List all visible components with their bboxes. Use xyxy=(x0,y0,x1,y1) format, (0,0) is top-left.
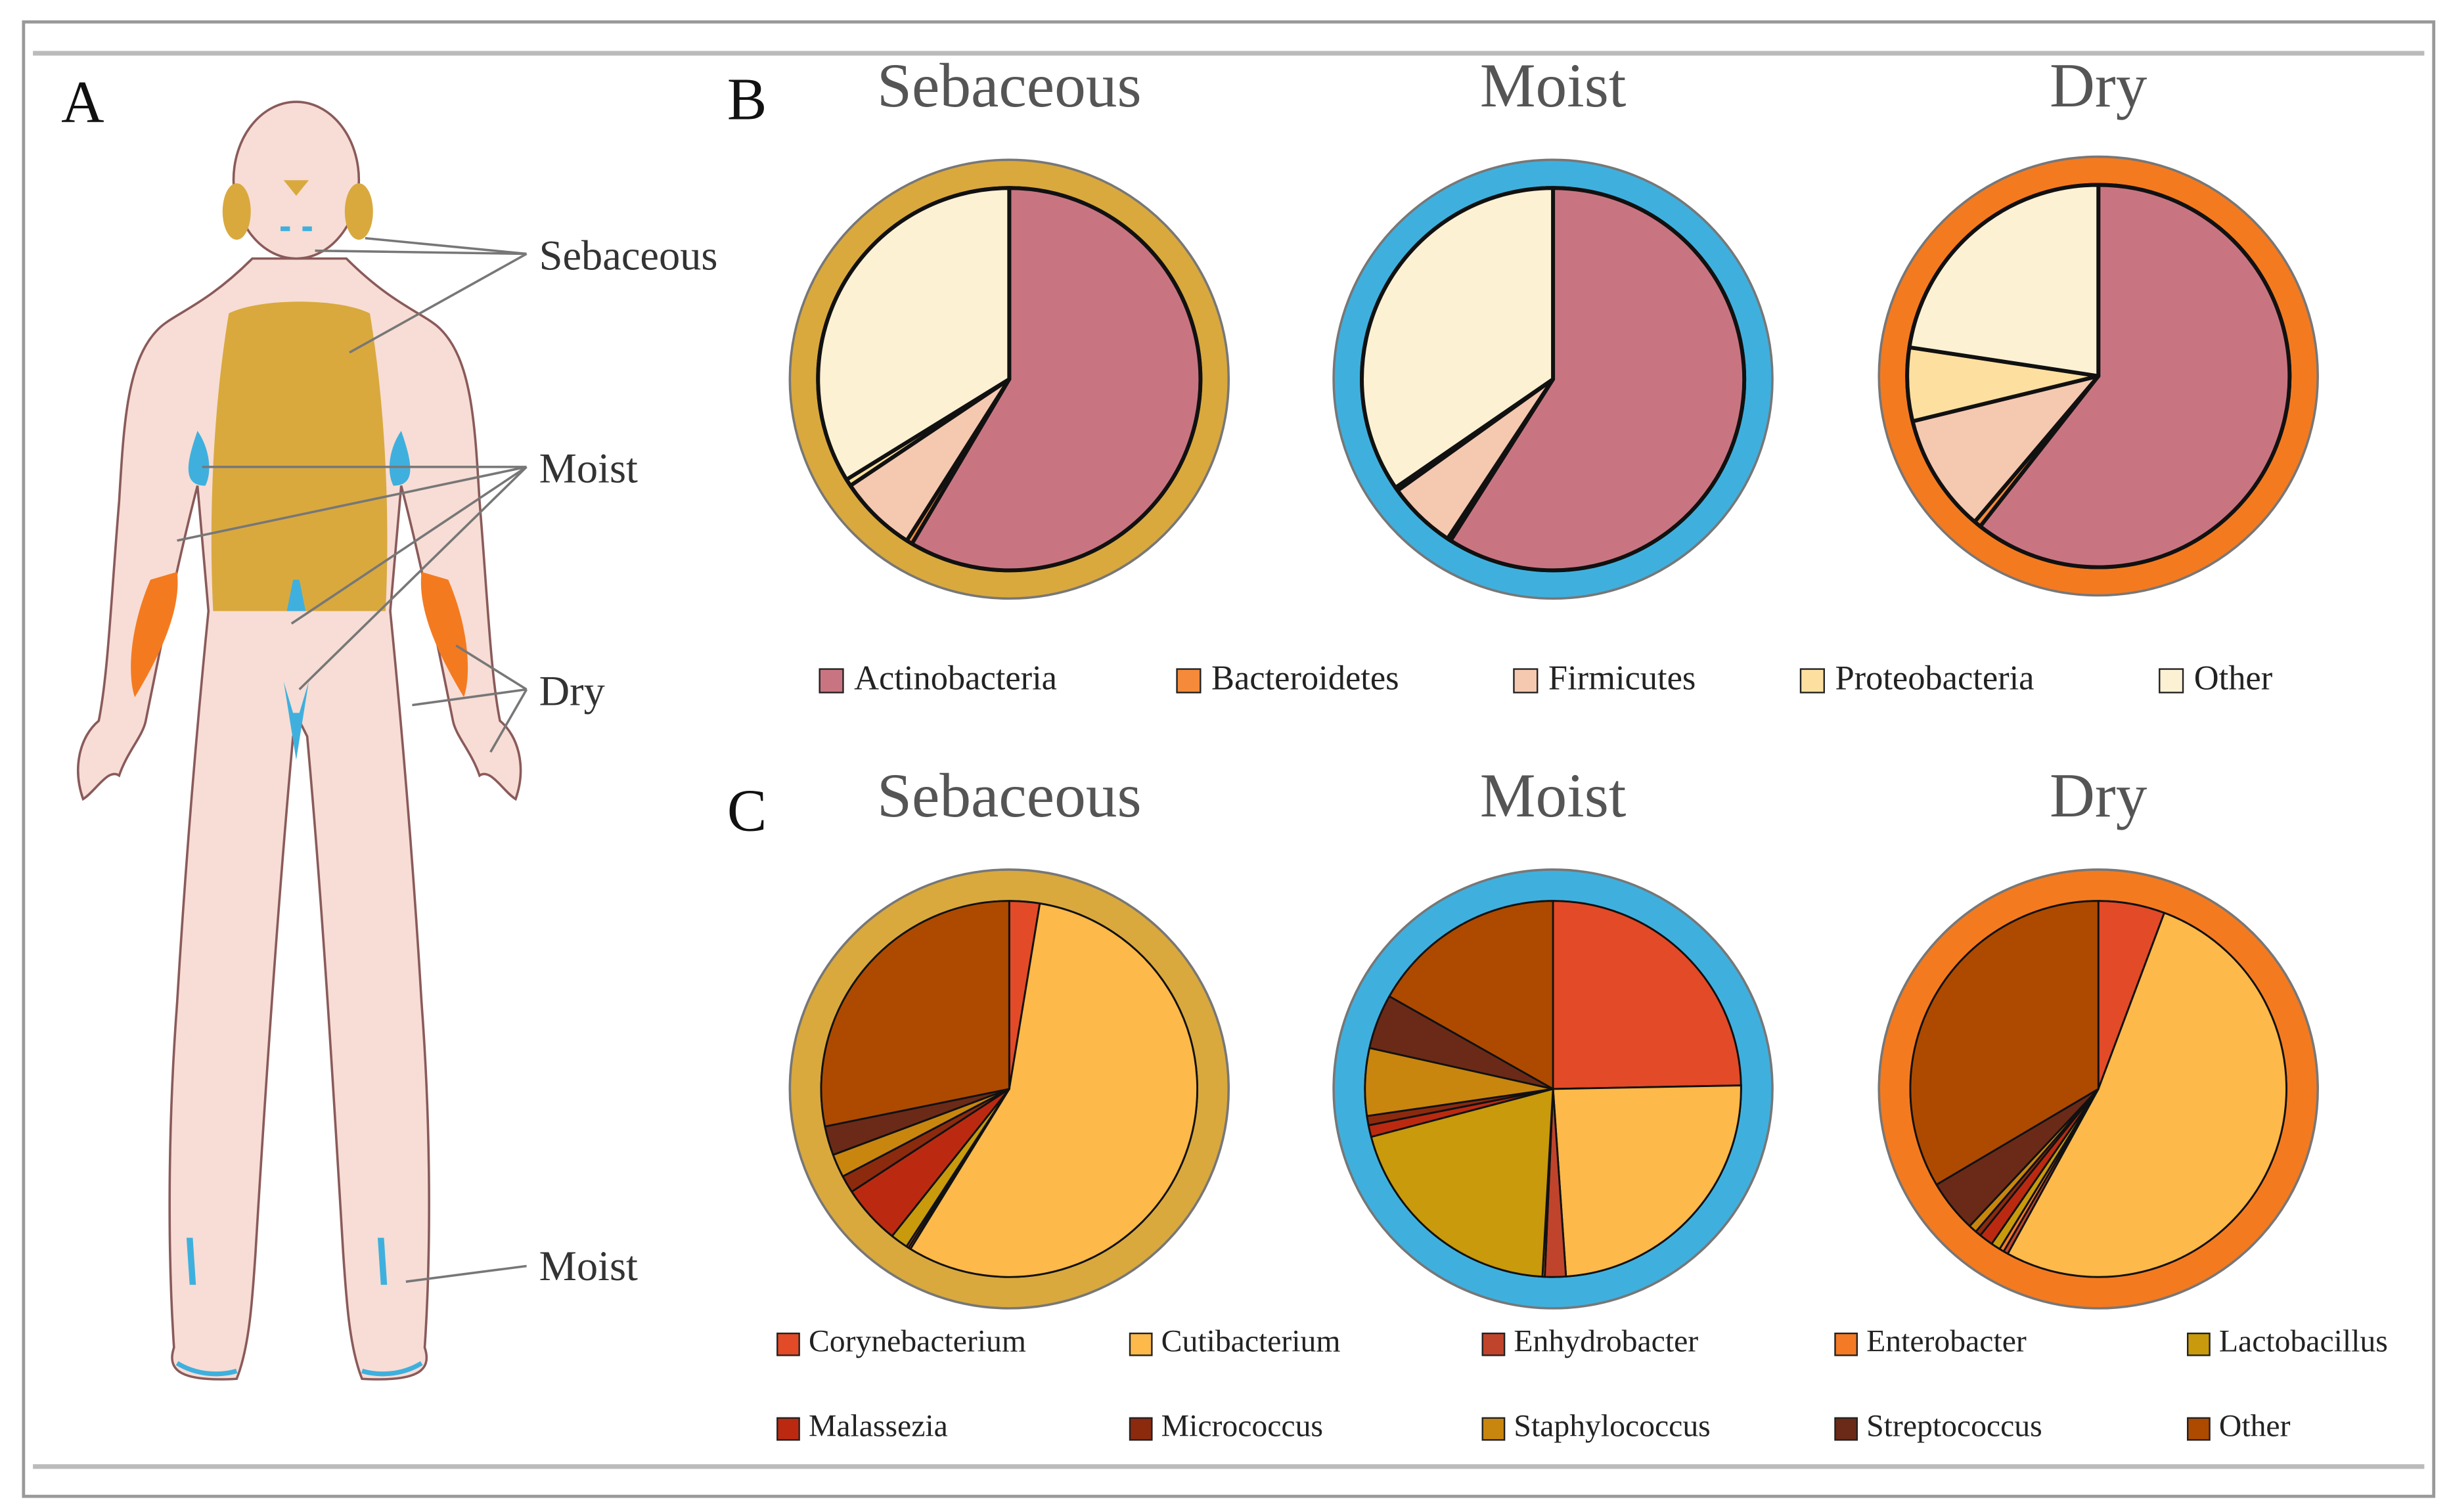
body-label: Dry xyxy=(539,667,605,714)
legend-label: Enhydrobacter xyxy=(1514,1324,1698,1359)
legend-label: Enterobacter xyxy=(1866,1324,2027,1359)
legend-swatch xyxy=(1834,1332,1858,1356)
legend-label: Malassezia xyxy=(809,1409,948,1444)
ear xyxy=(222,183,251,240)
pie-slice xyxy=(820,900,1010,1128)
ear xyxy=(344,183,373,240)
body-diagram xyxy=(77,100,522,1381)
arrow xyxy=(412,644,528,753)
annotation-arrows xyxy=(177,236,528,1283)
legend-label: Other xyxy=(2194,659,2273,698)
pie-slice xyxy=(2006,912,2287,1278)
chart-title: Sebaceous xyxy=(877,761,1142,830)
dry-forearm xyxy=(131,571,468,698)
legend-swatch xyxy=(1176,668,1202,694)
body-outline xyxy=(77,257,522,1381)
legend-swatch xyxy=(2186,1332,2211,1356)
legend-label: Proteobacteria xyxy=(1835,659,2034,698)
pie-slice xyxy=(909,902,1198,1278)
legend-swatch xyxy=(776,1332,800,1356)
pie-slice xyxy=(1388,900,1554,1090)
pie-slice xyxy=(1552,1084,1742,1278)
legend-swatch xyxy=(776,1417,800,1441)
legend-label: Staphylococcus xyxy=(1514,1409,1710,1444)
face-mark xyxy=(283,180,309,196)
panel-label: C xyxy=(727,777,767,843)
chart-title: Moist xyxy=(1480,761,1627,830)
legend-label: Actinobacteria xyxy=(854,659,1057,698)
legend-swatch xyxy=(1481,1332,1506,1356)
frame xyxy=(22,20,2436,1498)
chart-title: Dry xyxy=(2050,761,2147,830)
arrow xyxy=(177,466,528,690)
body-label: Moist xyxy=(539,445,638,492)
pie-slice xyxy=(1907,183,2101,378)
moist-mark xyxy=(283,579,309,760)
arrow xyxy=(315,236,528,354)
legend-label: Bacteroidetes xyxy=(1211,659,1399,698)
pie-slice xyxy=(1552,900,1742,1090)
sebaceous-torso xyxy=(211,301,388,611)
legend-label: Other xyxy=(2219,1409,2291,1444)
legend-label: Corynebacterium xyxy=(809,1324,1026,1359)
legend-swatch xyxy=(1129,1417,1153,1441)
legend-swatch xyxy=(1799,668,1825,694)
legend-label: Micrococcus xyxy=(1161,1409,1323,1444)
panel-label: A xyxy=(61,69,104,135)
pie-slice xyxy=(1909,900,2100,1186)
legend-swatch xyxy=(819,668,844,694)
pie-slice xyxy=(1978,183,2292,569)
pie-slice xyxy=(1360,186,1556,490)
body-label: Sebaceous xyxy=(539,232,718,278)
legend-swatch xyxy=(2159,668,2184,694)
arrow xyxy=(405,1264,527,1283)
legend-label: Lactobacillus xyxy=(2219,1324,2388,1359)
legend-label: Firmicutes xyxy=(1548,659,1696,698)
pie-slice xyxy=(1449,186,1747,573)
legend-swatch xyxy=(1513,668,1539,694)
legend-swatch xyxy=(1129,1332,1153,1356)
pie-slice xyxy=(816,186,1012,482)
moist-foot xyxy=(175,1361,423,1377)
chart-title: Dry xyxy=(2050,51,2147,120)
legend-swatch xyxy=(1481,1417,1506,1441)
legend-label: Streptococcus xyxy=(1866,1409,2042,1444)
legend-swatch xyxy=(1834,1417,1858,1441)
chart-title: Moist xyxy=(1480,51,1627,120)
panel-label: B xyxy=(727,66,767,132)
body-label: Moist xyxy=(539,1243,638,1289)
legend-swatch xyxy=(2186,1417,2211,1441)
legend-label: Cutibacterium xyxy=(1161,1324,1341,1359)
chart-title: Sebaceous xyxy=(877,51,1142,120)
pie-slice xyxy=(1910,374,2101,524)
pie-slice xyxy=(1370,1088,1554,1278)
pie-slice xyxy=(910,186,1203,573)
